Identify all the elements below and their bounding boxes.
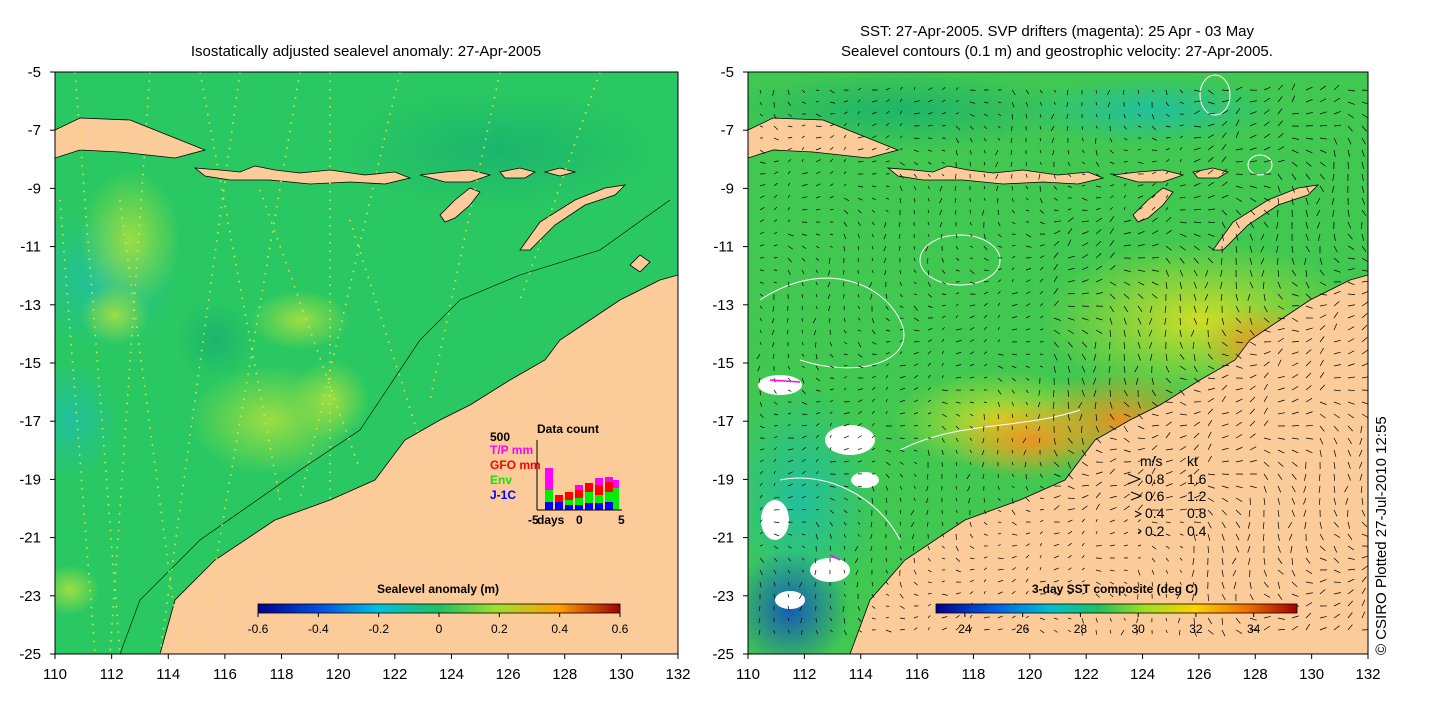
velocity-key-ms-3: 0.4 [1145, 505, 1165, 521]
x-tick-label: 118 [961, 666, 985, 683]
colorbar-tick-label: 0 [436, 622, 443, 636]
x-tick-label: 124 [1130, 666, 1155, 683]
y-tick-label: -17 [19, 413, 41, 430]
x-tick-label: 130 [609, 666, 634, 683]
right-panel-title-line2: Sealevel contours (0.1 m) and geostrophi… [841, 43, 1273, 60]
y-tick-label: -19 [19, 471, 41, 488]
y-tick-label: -7 [721, 122, 734, 139]
inset-ymax: 500 [490, 430, 510, 444]
x-tick-label: 110 [736, 666, 760, 683]
x-tick-label: 132 [1355, 666, 1380, 683]
sst-colorbar-label: 3-day SST composite (deg C) [1032, 582, 1198, 596]
velocity-key-ms-1: 0.8 [1145, 471, 1165, 487]
x-tick-label: 126 [496, 666, 521, 683]
velocity-vector [802, 318, 803, 322]
y-tick-label: -5 [721, 64, 734, 81]
colorbar-tick-label: 0.4 [551, 622, 568, 636]
colorbar-tick-label: -0.4 [308, 622, 329, 636]
colorbar-tick-label: 28 [1074, 622, 1088, 636]
y-tick-label: -21 [19, 530, 41, 547]
inset-legend-env: Env [490, 473, 512, 487]
y-tick-label: -25 [19, 646, 41, 663]
credit-text: © CSIRO Plotted 27-Jul-2010 12:55 [1373, 416, 1390, 655]
x-tick-label: 110 [43, 666, 67, 683]
velocity-key-kt-2: 1.2 [1187, 488, 1207, 504]
colorbar-tick-label: 24 [958, 622, 972, 636]
y-tick-label: -9 [721, 180, 734, 197]
y-tick-label: -13 [19, 297, 41, 314]
y-tick-label: -11 [713, 239, 734, 256]
inset-x-0: 0 [576, 513, 583, 527]
colorbar-tick-label: 26 [1016, 622, 1030, 636]
velocity-key-ms-4: 0.2 [1145, 523, 1165, 539]
sealevel-colorbar-label: Sealevel anomaly (m) [377, 582, 499, 596]
inset-legend-gfo: GFO mm [490, 458, 541, 472]
right-map-field [720, 70, 1369, 670]
x-tick-label: 128 [1243, 666, 1268, 683]
velocity-key-kt-4: 0.4 [1187, 523, 1207, 539]
velocity-vector [1166, 137, 1170, 138]
y-tick-label: -23 [712, 588, 734, 605]
right-map-panel: SST: 27-Apr-2005. SVP drifters (magenta)… [720, 23, 1369, 670]
x-tick-label: 114 [849, 666, 873, 683]
x-tick-label: 132 [665, 666, 690, 683]
x-tick-label: 122 [1074, 666, 1099, 683]
colorbar-tick-label: 34 [1247, 622, 1261, 636]
y-tick-label: -11 [20, 239, 41, 256]
velocity-key-header-ms: m/s [1140, 453, 1163, 469]
y-tick-label: -13 [712, 297, 734, 314]
x-tick-label: 124 [439, 666, 464, 683]
right-panel-title-line1: SST: 27-Apr-2005. SVP drifters (magenta)… [860, 23, 1255, 40]
velocity-key-kt-3: 0.8 [1187, 505, 1207, 521]
colorbar-tick-label: -0.2 [368, 622, 389, 636]
x-tick-label: 130 [1299, 666, 1324, 683]
x-tick-label: 122 [382, 666, 407, 683]
y-tick-label: -15 [712, 355, 734, 372]
y-tick-label: -25 [712, 646, 734, 663]
left-map-panel: Isostatically adjusted sealevel anomaly:… [20, 43, 678, 654]
colorbar-tick-label: 0.2 [491, 622, 508, 636]
left-panel-title: Isostatically adjusted sealevel anomaly:… [191, 43, 541, 60]
x-tick-label: 116 [905, 666, 929, 683]
x-tick-label: 120 [326, 666, 351, 683]
y-tick-label: -21 [712, 530, 734, 547]
y-tick-label: -17 [712, 413, 734, 430]
colorbar-tick-label: 32 [1189, 622, 1203, 636]
x-tick-label: 116 [213, 666, 237, 683]
velocity-key-header-kt: kt [1187, 453, 1198, 469]
y-tick-label: -9 [28, 180, 41, 197]
x-tick-label: 112 [100, 666, 124, 683]
y-tick-label: -5 [28, 64, 41, 81]
colorbar-tick-label: -0.6 [248, 622, 269, 636]
velocity-key-kt-1: 1.6 [1187, 471, 1207, 487]
x-tick-label: 112 [792, 666, 816, 683]
inset-legend-tp: T/P mm [490, 443, 533, 457]
left-map-field [20, 72, 678, 654]
x-tick-label: 128 [552, 666, 577, 683]
x-tick-label: 120 [1017, 666, 1042, 683]
colorbar-tick-label: 0.6 [612, 622, 629, 636]
y-tick-label: -15 [19, 355, 41, 372]
x-tick-label: 118 [270, 666, 294, 683]
inset-legend-j1c: J-1C [490, 488, 516, 502]
inset-x-5: 5 [618, 513, 625, 527]
y-tick-label: -7 [28, 122, 41, 139]
y-tick-label: -23 [19, 588, 41, 605]
inset-title: Data count [537, 422, 599, 436]
colorbar-tick-label: 30 [1131, 622, 1145, 636]
velocity-key-ms-2: 0.6 [1145, 488, 1165, 504]
y-tick-label: -19 [712, 471, 734, 488]
x-tick-label: 114 [156, 666, 180, 683]
inset-x-days: days [537, 513, 565, 527]
x-tick-label: 126 [1186, 666, 1211, 683]
